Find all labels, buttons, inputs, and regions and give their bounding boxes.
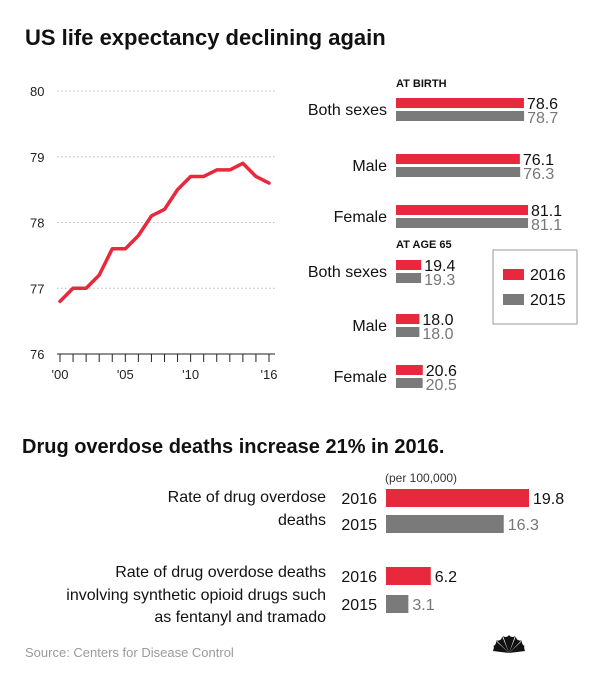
x-tick-label: '05 — [117, 367, 134, 382]
y-tick-label: 78 — [30, 216, 44, 231]
value-label-2015: 20.5 — [426, 377, 457, 394]
group-label-line: as fentanyl and tramado — [154, 609, 326, 626]
overdose-bar-chart: Rate of drug overdose deaths 2016 19.8 2015 1… — [66, 489, 564, 626]
section-label: AT AGE 65 — [396, 239, 452, 251]
bar-2016 — [396, 314, 420, 324]
y-tick-label: 79 — [30, 150, 44, 165]
data-point — [189, 175, 192, 178]
series-line-life-expectancy — [58, 161, 271, 304]
value-label-2015: 18.0 — [422, 326, 453, 343]
data-point — [111, 247, 114, 250]
bar-2015 — [386, 515, 504, 533]
y-tick-label: 77 — [30, 281, 44, 296]
bar-2016 — [396, 98, 524, 108]
chart-title-life-expectancy: US life expectancy declining again — [25, 25, 386, 50]
bar-2015 — [396, 273, 422, 283]
value-label: 16.3 — [508, 517, 539, 534]
data-point — [176, 188, 179, 191]
value-label: 19.8 — [533, 491, 564, 508]
section-label: AT BIRTH — [396, 78, 447, 90]
data-point — [241, 162, 245, 165]
legend-label-2016: 2016 — [530, 267, 566, 284]
nbc-peacock-icon — [493, 635, 525, 653]
group-label-line: Rate of drug overdose deaths — [115, 564, 326, 581]
bar-2016 — [386, 489, 529, 507]
line-chart-points — [58, 162, 271, 303]
bar-2015 — [396, 167, 521, 177]
year-label: 2016 — [341, 569, 377, 586]
bar-2015 — [396, 327, 420, 337]
legend: 2016 2015 — [492, 249, 578, 325]
value-label-2016: 81.1 — [531, 203, 562, 220]
bar-2016 — [386, 567, 431, 585]
category-label: Female — [334, 209, 387, 226]
data-point — [228, 168, 232, 172]
data-point — [137, 234, 140, 237]
category-label: Male — [352, 158, 387, 175]
data-point — [150, 214, 153, 218]
data-point — [71, 287, 75, 290]
line-chart-x-ticks — [59, 354, 270, 362]
data-point — [267, 181, 271, 185]
group-label-line: involving synthetic opioid drugs such — [66, 587, 326, 604]
x-tick-label: '16 — [261, 367, 278, 382]
value-label-2016: 76.1 — [523, 152, 554, 169]
value-label: 6.2 — [435, 569, 457, 586]
value-label-2015: 19.3 — [424, 272, 455, 289]
category-label: Male — [352, 318, 387, 335]
y-tick-label: 80 — [30, 84, 44, 99]
bar-2015 — [396, 218, 528, 228]
unit-note: (per 100,000) — [385, 471, 457, 485]
legend-swatch-2016 — [503, 269, 524, 280]
value-label-2016: 18.0 — [422, 312, 453, 329]
x-tick-label: '10 — [182, 367, 199, 382]
data-point — [84, 287, 88, 290]
legend-swatch-2015 — [503, 294, 524, 305]
year-label: 2016 — [341, 491, 377, 508]
value-label-2015: 78.7 — [527, 110, 558, 127]
line-chart-x-labels: '00 '05 '10 '16 — [52, 367, 278, 382]
year-label: 2015 — [341, 517, 377, 534]
line-chart-grid — [57, 90, 275, 289]
group-label-line: deaths — [278, 512, 326, 529]
source-note: Source: Centers for Disease Control — [25, 645, 234, 660]
chart-title-overdose: Drug overdose deaths increase 21% in 201… — [22, 436, 444, 458]
value-label-2016: 19.4 — [424, 258, 455, 275]
year-label: 2015 — [341, 597, 377, 614]
line-chart-y-axis: 76 77 78 79 80 — [30, 84, 44, 362]
data-point — [163, 208, 166, 211]
legend-box — [492, 249, 578, 325]
bar-2016 — [396, 205, 528, 215]
x-tick-label: '00 — [52, 367, 69, 382]
value-label-2015: 76.3 — [523, 166, 554, 183]
data-point — [97, 273, 101, 277]
value-label-2016: 20.6 — [426, 363, 457, 380]
bar-2015 — [396, 111, 525, 121]
data-point — [58, 300, 62, 303]
data-point — [124, 247, 127, 250]
bar-2016 — [396, 154, 520, 164]
value-label-2016: 78.6 — [527, 96, 558, 113]
bar-2015 — [396, 378, 423, 388]
group-label-line: Rate of drug overdose — [168, 489, 326, 506]
bar-2015 — [386, 595, 409, 613]
category-label: Both sexes — [308, 264, 387, 281]
legend-label-2015: 2015 — [530, 292, 566, 309]
category-label: Both sexes — [308, 102, 387, 119]
y-tick-label: 76 — [30, 347, 44, 362]
value-label-2015: 81.1 — [531, 217, 562, 234]
data-point — [202, 175, 205, 178]
category-label: Female — [334, 369, 387, 386]
bar-2016 — [396, 260, 422, 270]
data-point — [215, 168, 218, 172]
bar-2016 — [396, 365, 423, 375]
data-point — [254, 175, 258, 178]
value-label: 3.1 — [412, 597, 434, 614]
life-expectancy-bar-chart: AT BIRTH Both sexes 78.678.7 Male 76.176.3 Fe… — [308, 78, 562, 394]
